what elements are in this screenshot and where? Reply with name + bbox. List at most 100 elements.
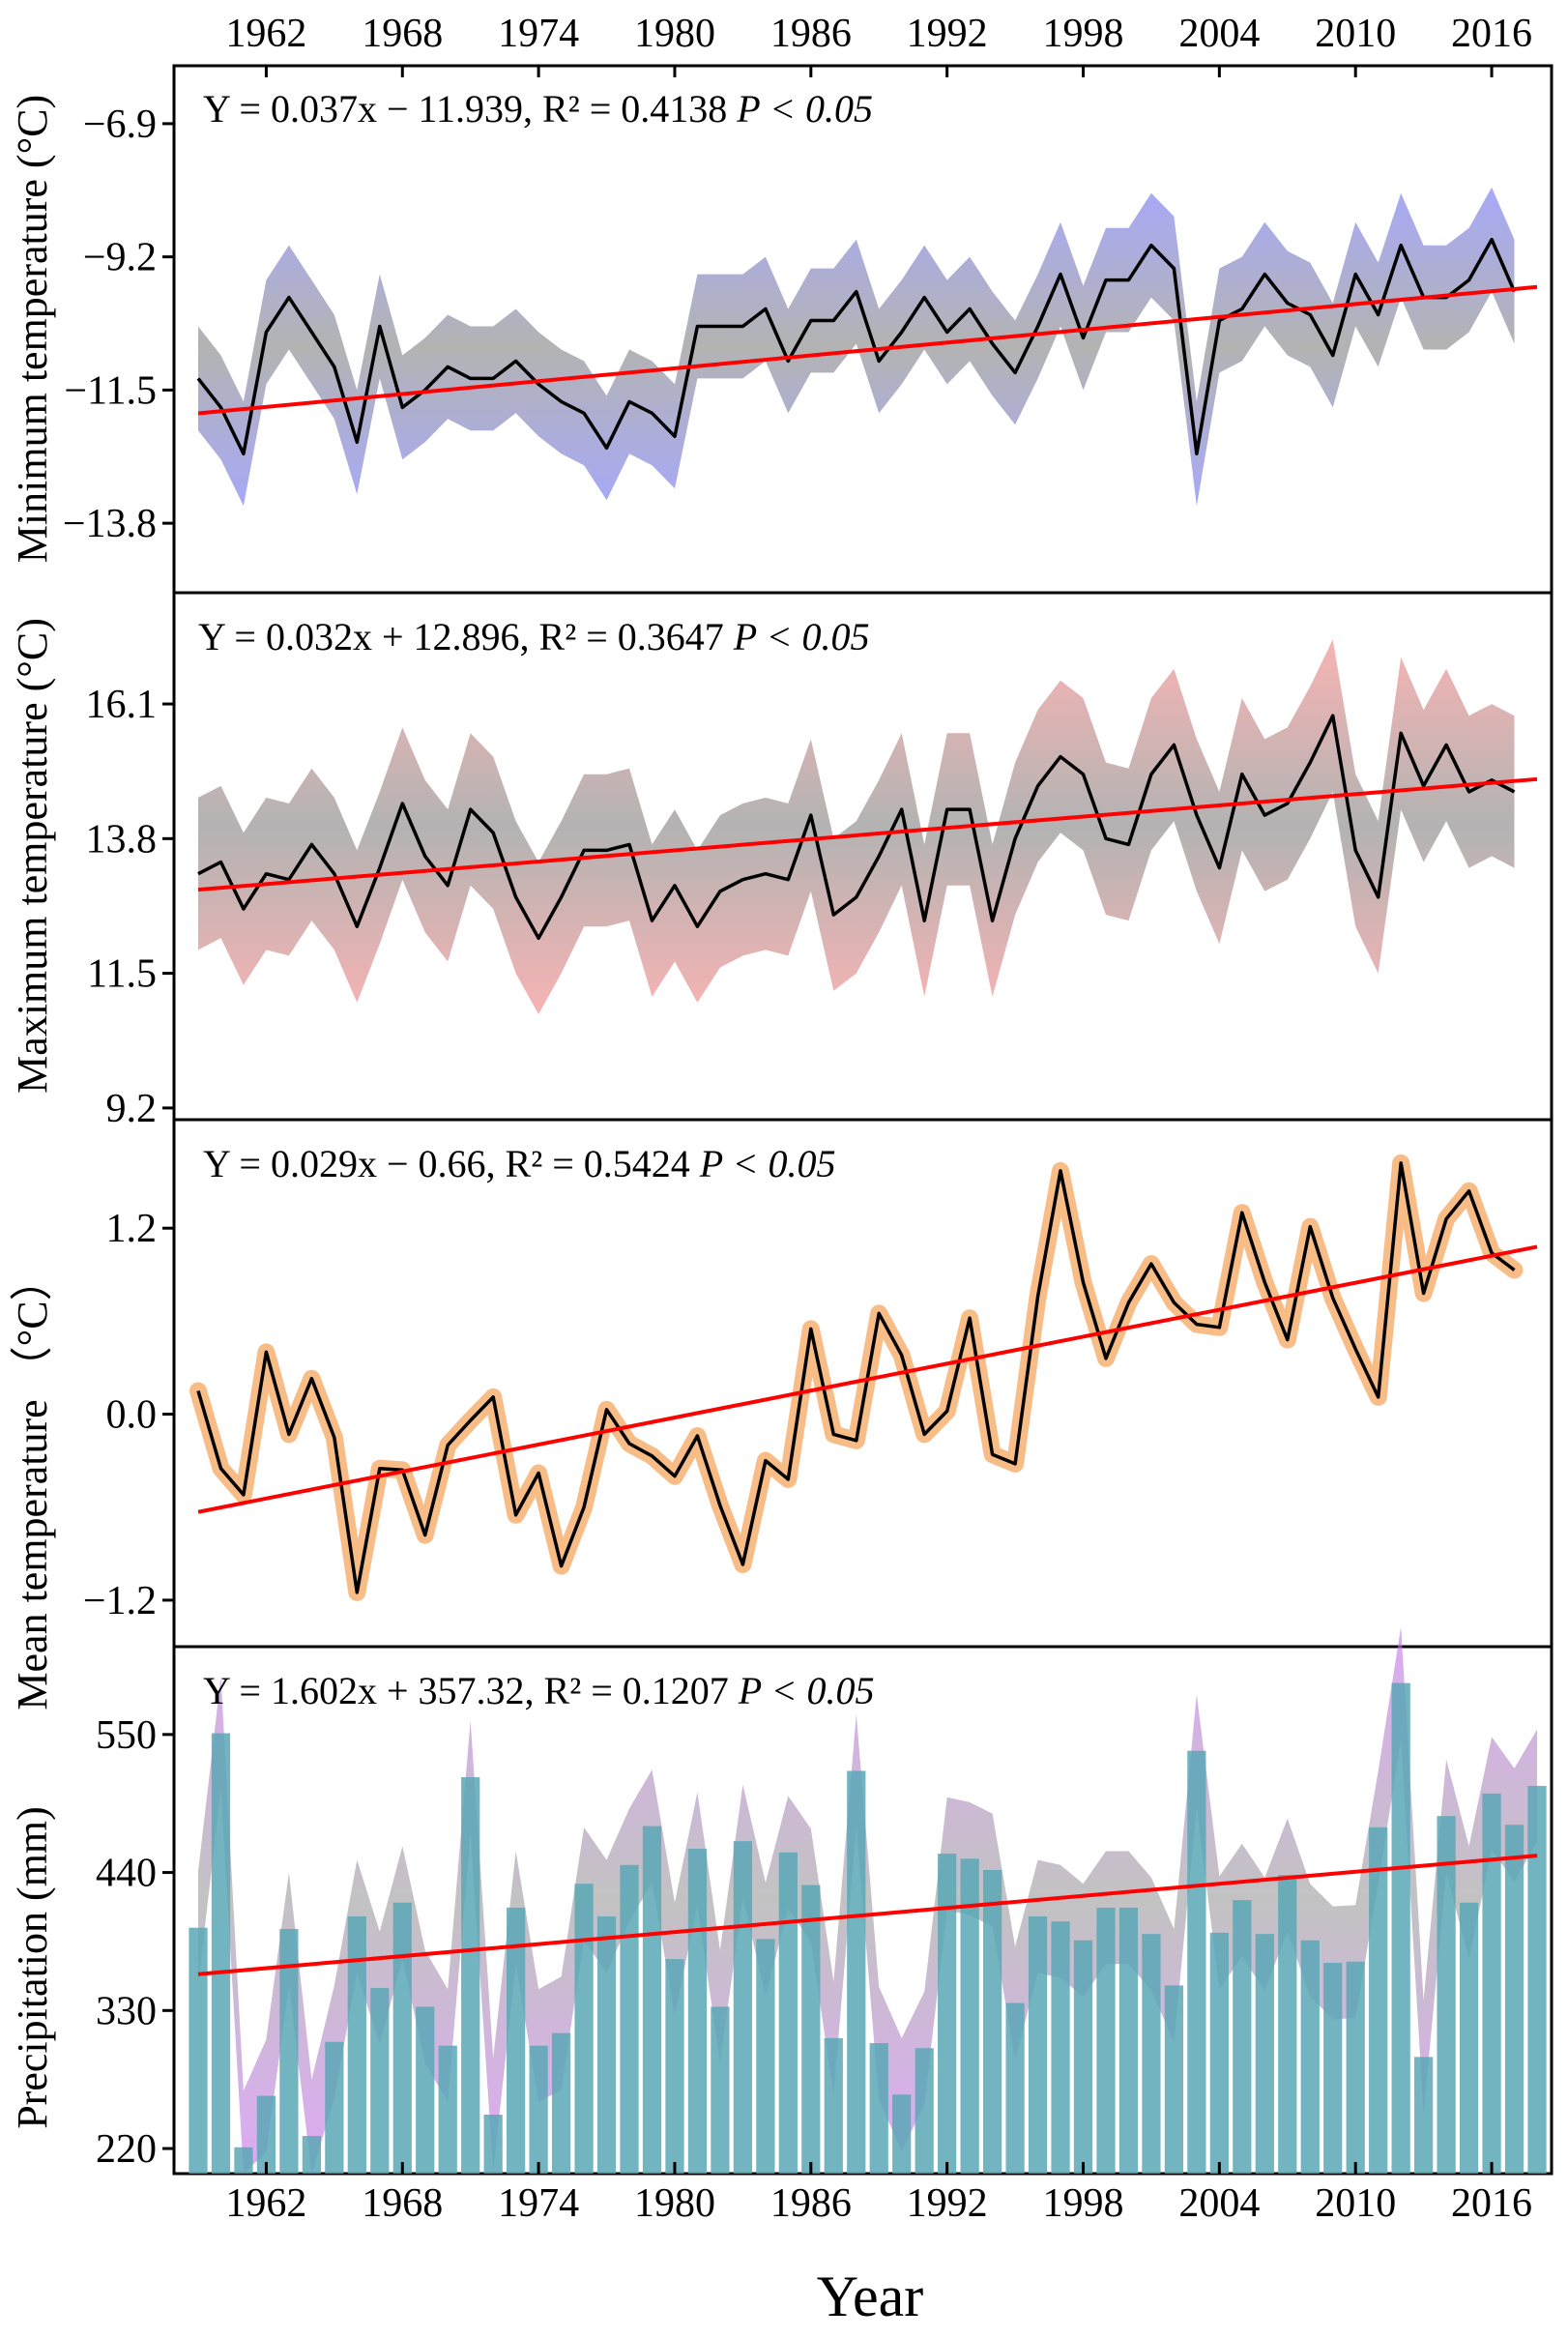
precipitation-bar [687,1848,708,2174]
precipitation-bar [847,1770,866,2174]
precipitation-bar [1118,1907,1139,2174]
precipitation-bar [370,1987,390,2174]
precipitation-bar [392,1902,412,2174]
precipitation-bar [1142,1934,1161,2174]
x-tick-label: 2010 [1315,2181,1396,2226]
x-tick-label: 1974 [498,12,579,56]
precipitation-bar [1187,1750,1206,2174]
precipitation-bar [347,1915,366,2174]
precipitation-bar [801,1885,821,2174]
panel-maximum-temperature: 16.1 13.8 11.5 9.2 Y = 0.032x + 12.896, R² … [9,591,1553,1131]
precipitation-bar [1073,1940,1093,2174]
precipitation-bar [1527,1786,1547,2174]
x-tick-label: 2004 [1178,2181,1260,2226]
precipitation-bar [189,1927,208,2174]
precipitation-bar [1233,1900,1252,2174]
precipitation-bar [1255,1934,1274,2174]
x-axis-label: Year [817,2265,924,2328]
y-tick-label: −13.8 [63,502,157,546]
x-tick-label: 1998 [1043,2181,1124,2226]
x-tick-label: 1962 [225,2181,306,2226]
x-tick-label: 1986 [770,2181,852,2226]
y-tick-label: 220 [96,2127,157,2172]
bottom-x-axis-ticks: 1962 1968 1974 1980 1986 1992 1998 2004 2010 2016 [225,2162,1532,2226]
precipitation-bar [461,1776,480,2174]
panel-equation: Y = 0.032x + 12.896, R² = 0.3647 P < 0.0… [198,615,869,658]
y-tick-label: 13.8 [86,817,158,862]
panel-precipitation: 550 440 330 220 Y = 1.602x + 357.32, R² = 0… [9,1626,1553,2176]
x-tick-label: 1992 [907,12,988,56]
precipitation-bar [1209,1932,1229,2174]
y-tick-label: 440 [96,1852,157,1896]
y-tick-label: −11.5 [64,368,157,413]
x-tick-label: 2010 [1315,12,1396,56]
precipitation-bar [416,2006,435,2174]
trend-line [197,284,1538,416]
y-axis-label: Maximum temperature (°C) [9,618,56,1094]
precipitation-bar [483,2115,503,2174]
precipitation-bar [982,1869,1002,2174]
panel-significance: P < 0.05 [738,1669,875,1712]
x-tick-label: 1968 [362,12,443,56]
x-tick-label: 2004 [1178,12,1260,56]
y-tick-label: 1.2 [106,1207,158,1251]
y-tick-label: 11.5 [87,952,157,997]
y-axis-label: Minimum temperature (°C) [9,95,56,563]
precipitation-bar [915,2048,934,2174]
x-tick-label: 1998 [1043,12,1124,56]
panel-equation: Y = 1.602x + 357.32, R² = 0.1207 P < 0.0… [203,1669,874,1712]
y-tick-label: −9.2 [83,236,157,280]
precipitation-bar [1459,1902,1479,2174]
precipitation-bar [1096,1907,1116,2174]
precipitation-bar [642,1826,662,2174]
precipitation-bar [1369,1827,1388,2174]
panel-equation: Y = 0.037x − 11.939, R² = 0.4138 P < 0.0… [203,87,873,131]
precipitation-bar [778,1852,798,2174]
precipitation-bar [938,1854,957,2174]
y-tick-label: −6.9 [83,102,157,147]
x-tick-label: 1974 [498,2181,579,2226]
precipitation-bar [1346,1961,1365,2174]
precipitation-bar [1005,2002,1025,2174]
panel-significance: P < 0.05 [736,87,873,131]
y-axis-label: Precipitation (mm) [9,1806,56,2129]
series-line [196,237,1517,456]
precipitation-bar [711,2006,730,2174]
precipitation-bar [620,1864,639,2174]
precipitation-bar [1437,1816,1456,2174]
x-tick-label: 2016 [1451,12,1532,56]
y-tick-label: 330 [96,1989,157,2033]
y-tick-label: −1.2 [83,1579,157,1623]
precipitation-bar [438,2045,457,2174]
precipitation-bar [302,2136,321,2174]
precipitation-bar [1051,1921,1070,2174]
precipitation-bar [1300,1940,1320,2174]
precipitation-bar [1504,1825,1524,2174]
y-tick-label: 16.1 [86,683,158,727]
precipitation-bar [1164,1985,1184,2174]
trend-line [197,1854,1538,1976]
precipitation-bar [256,2095,276,2174]
precipitation-bar [279,1928,299,2174]
precipitation-bar [1323,1963,1343,2174]
x-tick-label: 1980 [634,12,715,56]
precipitation-bar [551,2032,571,2174]
precipitation-bar [665,1959,684,2174]
trend-line [197,1244,1538,1514]
y-axis-label: Mean temperature （°C） [9,1258,56,1710]
series-halo [189,1154,1524,1601]
precipitation-bar [756,1939,775,2174]
precipitation-bar [824,2037,843,2174]
y-tick-label: 0.0 [106,1393,158,1438]
x-tick-label: 1986 [770,12,852,56]
x-tick-label: 2016 [1451,2181,1532,2226]
x-tick-label: 1992 [907,2181,988,2226]
precipitation-bar [892,2094,912,2174]
x-tick-label: 1968 [362,2181,443,2226]
series-line [197,714,1516,941]
x-tick-label: 1962 [225,12,306,56]
y-tick-label: 9.2 [106,1087,158,1131]
precipitation-bar [574,1884,594,2174]
precipitation-bar [596,1915,617,2174]
